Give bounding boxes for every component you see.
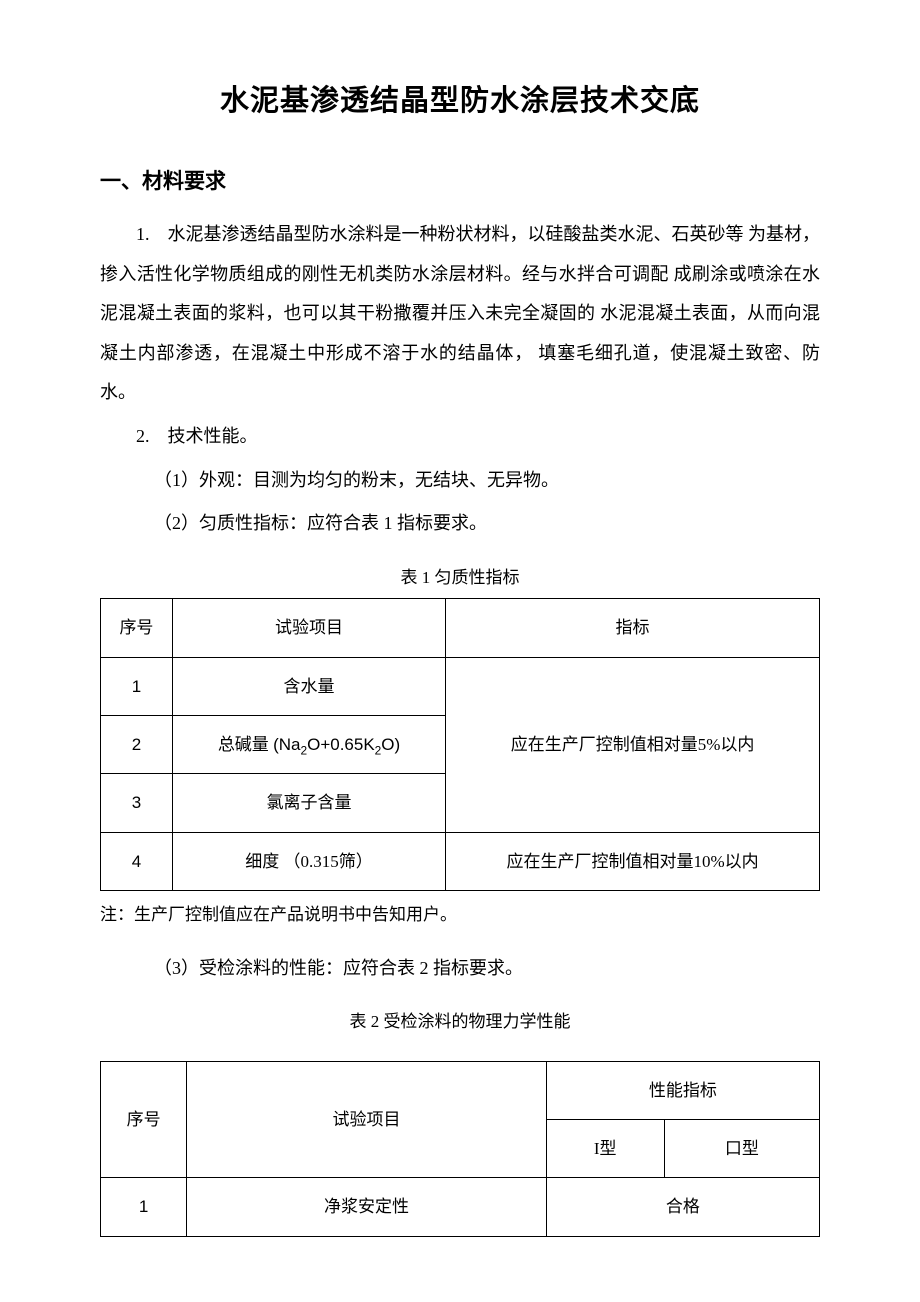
table-2: 序号 试验项目 性能指标 I型 口型 1 净浆安定性 合格 bbox=[100, 1061, 820, 1237]
table-cell-item: 含水量 bbox=[172, 657, 445, 715]
table-row: 4 细度 （0.315筛） 应在生产厂控制值相对量10%以内 bbox=[101, 832, 820, 890]
table-1-note: 注：生产厂控制值应在产品说明书中告知用户。 bbox=[100, 896, 820, 933]
table-header-seq: 序号 bbox=[101, 1061, 187, 1178]
table-cell-seq: 2 bbox=[101, 715, 173, 774]
table-cell-indicator: 应在生产厂控制值相对量10%以内 bbox=[446, 832, 820, 890]
table-header-item: 试验项目 bbox=[187, 1061, 547, 1178]
paragraph-2: 2. 技术性能。 bbox=[100, 417, 820, 457]
paragraph-2-3: （3）受检涂料的性能：应符合表 2 指标要求。 bbox=[100, 949, 820, 989]
paragraph-2-1: （1）外观：目测为均匀的粉末，无结块、无异物。 bbox=[100, 461, 820, 501]
table-cell-seq: 1 bbox=[101, 1178, 187, 1236]
table-1: 序号 试验项目 指标 1 含水量 应在生产厂控制值相对量5%以内 2 总碱量 (… bbox=[100, 598, 820, 891]
table-header-type1: I型 bbox=[546, 1120, 664, 1178]
table-2-caption: 表 2 受检涂料的物理力学性能 bbox=[100, 1003, 820, 1040]
table-header-seq: 序号 bbox=[101, 599, 173, 657]
table-cell-item: 净浆安定性 bbox=[187, 1178, 547, 1236]
paragraph-2-2: （2）匀质性指标：应符合表 1 指标要求。 bbox=[100, 504, 820, 544]
table-cell-value: 合格 bbox=[546, 1178, 819, 1236]
table-row: 序号 试验项目 性能指标 bbox=[101, 1061, 820, 1119]
table-header-item: 试验项目 bbox=[172, 599, 445, 657]
section-1-heading: 一、材料要求 bbox=[100, 159, 820, 205]
table-cell-seq: 1 bbox=[101, 657, 173, 715]
table-cell-indicator-merged: 应在生产厂控制值相对量5%以内 bbox=[446, 657, 820, 832]
table-row: 1 含水量 应在生产厂控制值相对量5%以内 bbox=[101, 657, 820, 715]
table-row: 序号 试验项目 指标 bbox=[101, 599, 820, 657]
table-cell-item: 细度 （0.315筛） bbox=[172, 832, 445, 890]
table-header-type2: 口型 bbox=[664, 1120, 819, 1178]
table-row: 1 净浆安定性 合格 bbox=[101, 1178, 820, 1236]
table-header-perf: 性能指标 bbox=[546, 1061, 819, 1119]
formula-text: 总碱量 (Na2O+0.65K2O) bbox=[218, 735, 400, 754]
table-cell-item: 氯离子含量 bbox=[172, 774, 445, 832]
document-title: 水泥基渗透结晶型防水涂层技术交底 bbox=[100, 70, 820, 134]
table-cell-seq: 3 bbox=[101, 774, 173, 832]
paragraph-1: 1. 水泥基渗透结晶型防水涂料是一种粉状材料，以硅酸盐类水泥、石英砂等 为基材，… bbox=[100, 215, 820, 413]
table-header-indicator: 指标 bbox=[446, 599, 820, 657]
table-1-caption: 表 1 匀质性指标 bbox=[100, 559, 820, 596]
table-cell-item: 总碱量 (Na2O+0.65K2O) bbox=[172, 715, 445, 774]
table-cell-seq: 4 bbox=[101, 832, 173, 890]
